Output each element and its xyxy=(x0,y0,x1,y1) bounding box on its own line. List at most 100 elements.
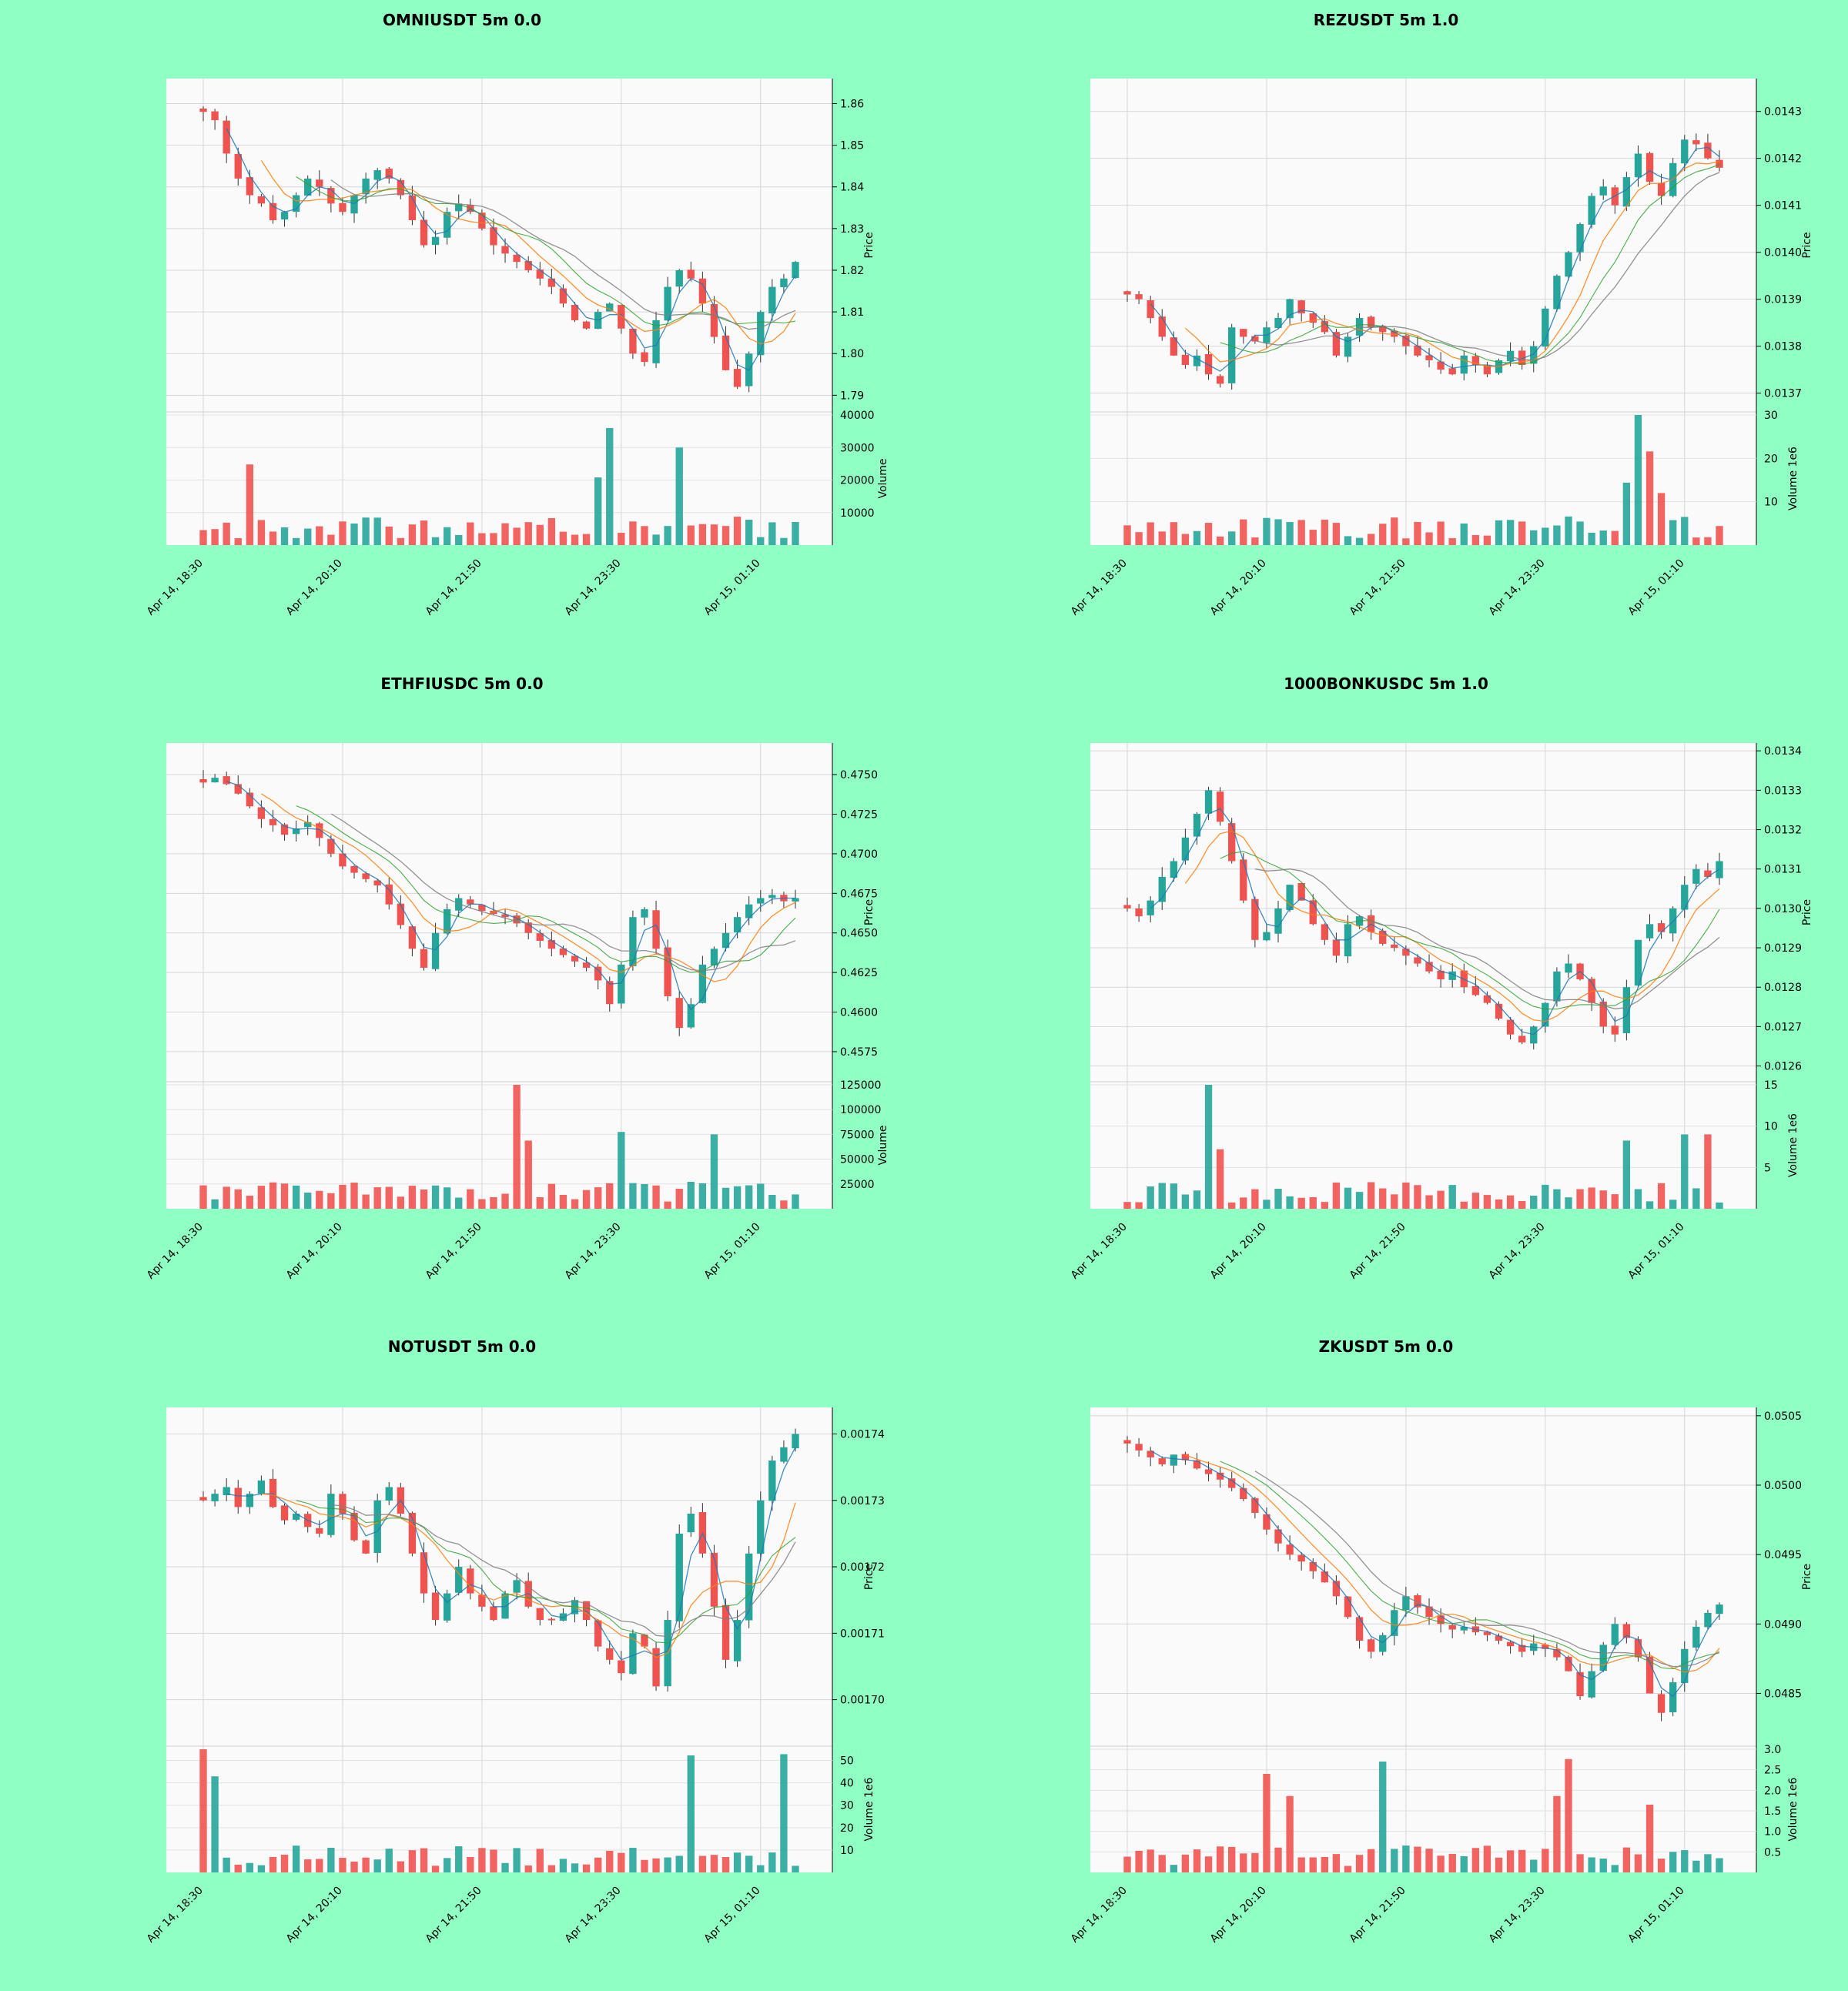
volume-bar xyxy=(385,1186,393,1209)
candle-body xyxy=(536,1608,544,1621)
volume-bar xyxy=(339,521,346,545)
chart-panel: 1000BONKUSDC 5m 1.0 0.0134 0.0133 0.0132 0.0… xyxy=(1069,674,1813,1281)
volume-tick-label: 0.5 xyxy=(1764,1846,1781,1859)
volume-bar xyxy=(664,526,671,545)
volume-bar xyxy=(280,1855,289,1872)
volume-bar xyxy=(547,517,556,545)
volume-bar xyxy=(1448,1185,1456,1209)
volume-bar xyxy=(1216,1846,1224,1872)
candle-body xyxy=(1158,316,1166,337)
candle-body xyxy=(698,964,707,1003)
volume-bar xyxy=(1414,1185,1421,1209)
volume-bar xyxy=(455,534,463,545)
candle-body xyxy=(1622,987,1631,1033)
volume-bar xyxy=(478,1199,486,1209)
volume-bar xyxy=(629,1183,637,1209)
volume-bar xyxy=(1518,521,1526,545)
plot-area xyxy=(1090,1407,1756,1872)
moving-average-line xyxy=(1184,161,1720,367)
candle-body xyxy=(1170,1454,1177,1466)
volume-bar xyxy=(1448,538,1456,545)
volume-bar xyxy=(408,1850,417,1872)
candle-body xyxy=(1297,1554,1305,1562)
volume-bar xyxy=(1460,1201,1468,1209)
volume-tick-label: 10 xyxy=(1764,1121,1778,1133)
volume-bar xyxy=(246,464,253,545)
volume-bar xyxy=(1506,520,1515,545)
x-tick-label: Apr 15, 01:10 xyxy=(1626,557,1687,618)
volume-bar xyxy=(1332,1182,1341,1209)
volume-bar xyxy=(1135,532,1143,545)
candle-body xyxy=(1367,1639,1375,1652)
volume-bar xyxy=(536,1849,544,1872)
candle-body xyxy=(1297,882,1305,901)
plot-area xyxy=(1090,79,1756,545)
candle-body xyxy=(1193,1460,1201,1469)
candle-body xyxy=(211,111,219,121)
volume-bar xyxy=(1414,1846,1421,1872)
candle-body xyxy=(1309,900,1317,925)
x-tick-label: Apr 15, 01:10 xyxy=(1626,1221,1687,1282)
price-tick-label: 1.83 xyxy=(840,223,864,236)
volume-bar xyxy=(257,1186,266,1209)
candle-body xyxy=(1251,898,1259,940)
candle-body xyxy=(455,1567,463,1593)
volume-bar xyxy=(1530,530,1538,545)
candle-body xyxy=(339,202,346,212)
candle-body xyxy=(1309,1561,1317,1571)
volume-bar xyxy=(1251,1189,1259,1209)
chart-panel: ZKUSDT 5m 0.0 0.0505 0.0500 0.0495 0.0490 0.0… xyxy=(1069,1337,1813,1945)
volume-bar xyxy=(1321,1856,1329,1872)
candle-body xyxy=(594,966,602,981)
candle-body xyxy=(1425,355,1433,360)
candle-body xyxy=(373,1500,381,1554)
volume-bar xyxy=(652,1858,660,1872)
candle-body xyxy=(1123,291,1131,295)
moving-average-line xyxy=(1220,164,1720,365)
candle-body xyxy=(1704,142,1712,159)
candle-body xyxy=(594,1620,602,1647)
candle-body xyxy=(1263,1514,1270,1530)
volume-bar xyxy=(257,1865,266,1872)
candle-body xyxy=(1216,376,1224,384)
candle-body xyxy=(1553,1649,1561,1658)
volume-bar xyxy=(792,1194,799,1209)
candle-body xyxy=(1518,350,1526,366)
candle-body xyxy=(1251,336,1259,342)
candle-body xyxy=(768,895,776,898)
volume-bar xyxy=(1506,1195,1515,1209)
volume-bar xyxy=(269,531,277,545)
volume-bar xyxy=(234,538,242,545)
volume-bar xyxy=(1274,1847,1282,1872)
volume-bar xyxy=(257,520,266,545)
volume-bar xyxy=(1588,1857,1595,1872)
candle-body xyxy=(1448,971,1456,980)
candle-body xyxy=(292,195,300,212)
candle-body xyxy=(350,865,358,873)
volume-bar xyxy=(1716,1202,1723,1209)
volume-bar xyxy=(420,520,428,545)
candle-body xyxy=(721,335,730,370)
candle-body xyxy=(431,1592,440,1621)
candle-body xyxy=(1425,962,1433,972)
price-tick-label: 1.84 xyxy=(840,182,864,194)
candle-body xyxy=(745,904,753,919)
candle-body xyxy=(304,178,312,196)
moving-average-line xyxy=(330,179,796,330)
volume-bar xyxy=(1634,1189,1642,1209)
candle-body xyxy=(280,212,289,220)
candle-body xyxy=(223,776,230,785)
volume-bar xyxy=(641,1183,648,1209)
volume-bar xyxy=(1588,1187,1595,1209)
volume-bar xyxy=(1297,520,1305,545)
candle-body xyxy=(792,262,799,279)
candle-body xyxy=(1286,299,1294,319)
volume-tick-label: 50000 xyxy=(840,1154,875,1166)
volume-bar xyxy=(1599,530,1607,545)
volume-bar xyxy=(1158,1183,1166,1209)
candle-body xyxy=(362,1540,370,1554)
price-tick-label: 0.0133 xyxy=(1764,785,1802,797)
moving-average-line xyxy=(1150,146,1720,372)
volume-bar xyxy=(698,524,707,545)
candle-body xyxy=(292,1514,300,1520)
